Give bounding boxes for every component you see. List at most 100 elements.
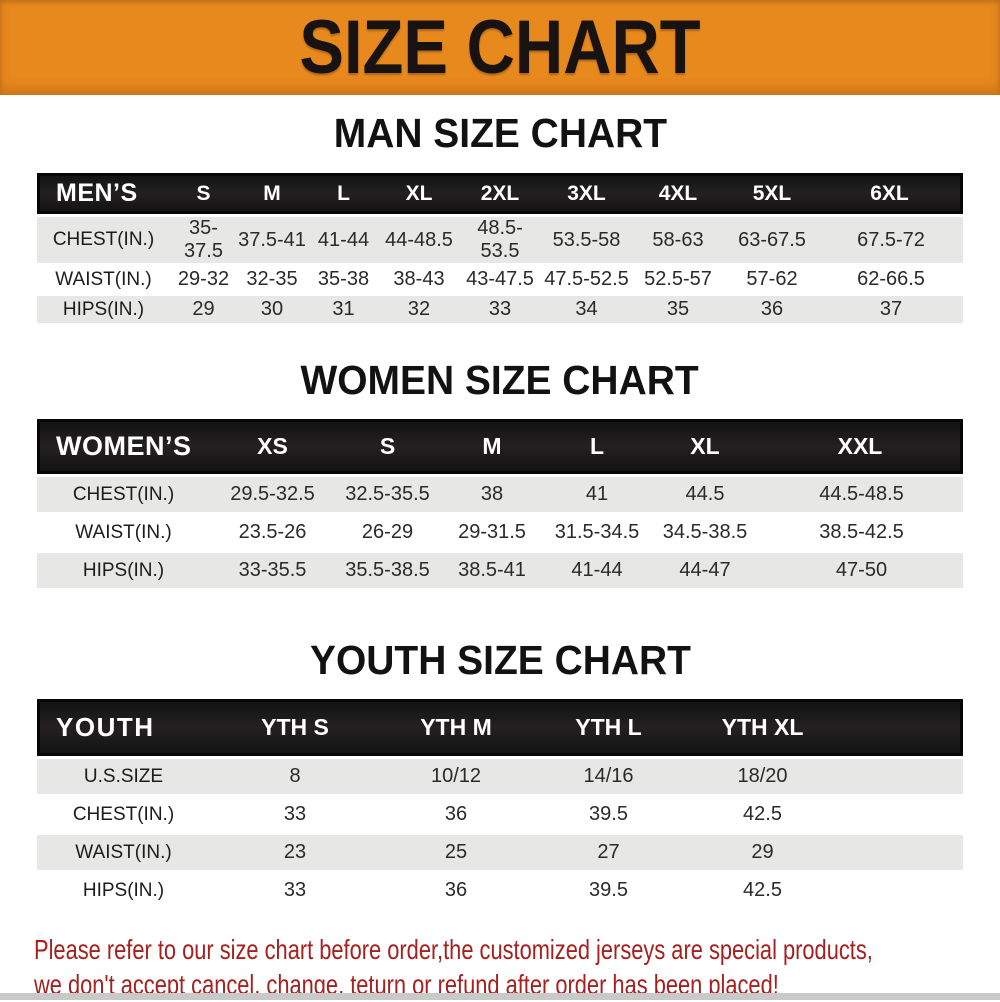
size-cell: 62-66.5 [819, 263, 963, 293]
size-cell: 35 [631, 293, 725, 323]
womens-col-xl: XL [650, 419, 760, 474]
youth-ussize-row: U.S.SIZE 8 10/12 14/16 18/20 [37, 756, 963, 794]
youth-section-heading: YOUTH SIZE CHART [0, 637, 1000, 683]
mens-chest-row: CHEST(IN.) 35-37.5 37.5-41 41-44 44-48.5… [37, 214, 963, 263]
size-cell: 14/16 [532, 756, 685, 794]
size-cell: 63-67.5 [725, 214, 819, 263]
disclaimer-line-1: Please refer to our size chart before or… [34, 934, 873, 965]
size-cell: 36 [380, 794, 532, 832]
size-cell: 29.5-32.5 [210, 474, 335, 512]
size-cell: 58-63 [631, 214, 725, 263]
size-cell: 37.5-41 [237, 214, 307, 263]
size-cell: 57-62 [725, 263, 819, 293]
youth-table-header-row: YOUTH YTH S YTH M YTH L YTH XL [37, 699, 963, 756]
size-cell: 38.5-41 [440, 550, 544, 588]
womens-col-l: L [544, 419, 650, 474]
row-label: WAIST(IN.) [37, 832, 210, 870]
size-cell: 27 [532, 832, 685, 870]
size-cell: 32 [380, 293, 458, 323]
man-section-heading-text: MAN SIZE CHART [333, 110, 667, 156]
size-cell: 29-31.5 [440, 512, 544, 550]
mens-col-m: M [237, 173, 307, 214]
row-label: CHEST(IN.) [37, 214, 170, 263]
size-cell: 33 [210, 870, 380, 908]
youth-col-yth-m: YTH M [380, 699, 532, 756]
womens-waist-row: WAIST(IN.) 23.5-26 26-29 29-31.5 31.5-34… [37, 512, 963, 550]
size-cell: 26-29 [335, 512, 440, 550]
spacer-cell [840, 699, 963, 756]
youth-table-title: YOUTH [37, 699, 210, 756]
row-label: HIPS(IN.) [37, 293, 170, 323]
size-cell: 35.5-38.5 [335, 550, 440, 588]
man-section-heading: MAN SIZE CHART [0, 110, 1000, 156]
mens-col-2xl: 2XL [458, 173, 542, 214]
order-disclaimer: Please refer to our size chart before or… [34, 932, 1000, 1002]
size-cell: 31.5-34.5 [544, 512, 650, 550]
size-cell: 52.5-57 [631, 263, 725, 293]
spacer-cell [840, 870, 963, 908]
mens-hips-row: HIPS(IN.) 29 30 31 32 33 34 35 36 37 [37, 293, 963, 323]
size-cell: 38 [440, 474, 544, 512]
mens-col-l: L [307, 173, 380, 214]
size-cell: 37 [819, 293, 963, 323]
size-cell: 38.5-42.5 [760, 512, 963, 550]
size-cell: 67.5-72 [819, 214, 963, 263]
row-label: U.S.SIZE [37, 756, 210, 794]
size-cell: 44.5 [650, 474, 760, 512]
size-cell: 42.5 [685, 870, 840, 908]
size-cell: 39.5 [532, 794, 685, 832]
size-cell: 44.5-48.5 [760, 474, 963, 512]
row-label: HIPS(IN.) [37, 550, 210, 588]
womens-table-title: WOMEN’S [37, 419, 210, 474]
size-cell: 41-44 [307, 214, 380, 263]
womens-col-xs: XS [210, 419, 335, 474]
youth-col-yth-s: YTH S [210, 699, 380, 756]
size-cell: 41 [544, 474, 650, 512]
size-chart-banner: SIZE CHART [0, 0, 1000, 95]
size-cell: 36 [725, 293, 819, 323]
size-cell: 32-35 [237, 263, 307, 293]
womens-table-header-row: WOMEN’S XS S M L XL XXL [37, 419, 963, 474]
size-cell: 53.5-58 [542, 214, 631, 263]
mens-col-5xl: 5XL [725, 173, 819, 214]
size-cell: 48.5-53.5 [458, 214, 542, 263]
youth-waist-row: WAIST(IN.) 23 25 27 29 [37, 832, 963, 870]
size-cell: 10/12 [380, 756, 532, 794]
youth-size-table: YOUTH YTH S YTH M YTH L YTH XL U.S.SIZE … [37, 699, 963, 908]
row-label: CHEST(IN.) [37, 794, 210, 832]
size-cell: 25 [380, 832, 532, 870]
row-label: HIPS(IN.) [37, 870, 210, 908]
mens-col-xl: XL [380, 173, 458, 214]
size-cell: 29 [170, 293, 237, 323]
size-cell: 44-47 [650, 550, 760, 588]
size-cell: 39.5 [532, 870, 685, 908]
bottom-edge-strip [0, 993, 1000, 1000]
womens-col-s: S [335, 419, 440, 474]
size-cell: 33-35.5 [210, 550, 335, 588]
size-cell: 34.5-38.5 [650, 512, 760, 550]
size-cell: 42.5 [685, 794, 840, 832]
women-section-heading: WOMEN SIZE CHART [0, 357, 1000, 403]
size-cell: 33 [458, 293, 542, 323]
banner-title: SIZE CHART [299, 5, 701, 90]
mens-size-table: MEN’S S M L XL 2XL 3XL 4XL 5XL 6XL CHEST… [37, 173, 963, 323]
spacer-cell [840, 794, 963, 832]
mens-table-title: MEN’S [37, 173, 170, 214]
size-cell: 30 [237, 293, 307, 323]
size-cell: 35-38 [307, 263, 380, 293]
size-cell: 33 [210, 794, 380, 832]
size-cell: 32.5-35.5 [335, 474, 440, 512]
size-cell: 47-50 [760, 550, 963, 588]
size-cell: 18/20 [685, 756, 840, 794]
youth-section-heading-text: YOUTH SIZE CHART [309, 637, 691, 683]
mens-col-s: S [170, 173, 237, 214]
size-cell: 36 [380, 870, 532, 908]
size-cell: 47.5-52.5 [542, 263, 631, 293]
size-cell: 8 [210, 756, 380, 794]
mens-col-3xl: 3XL [542, 173, 631, 214]
women-section-heading-text: WOMEN SIZE CHART [300, 357, 700, 403]
size-cell: 34 [542, 293, 631, 323]
size-cell: 43-47.5 [458, 263, 542, 293]
size-cell: 29-32 [170, 263, 237, 293]
size-cell: 29 [685, 832, 840, 870]
